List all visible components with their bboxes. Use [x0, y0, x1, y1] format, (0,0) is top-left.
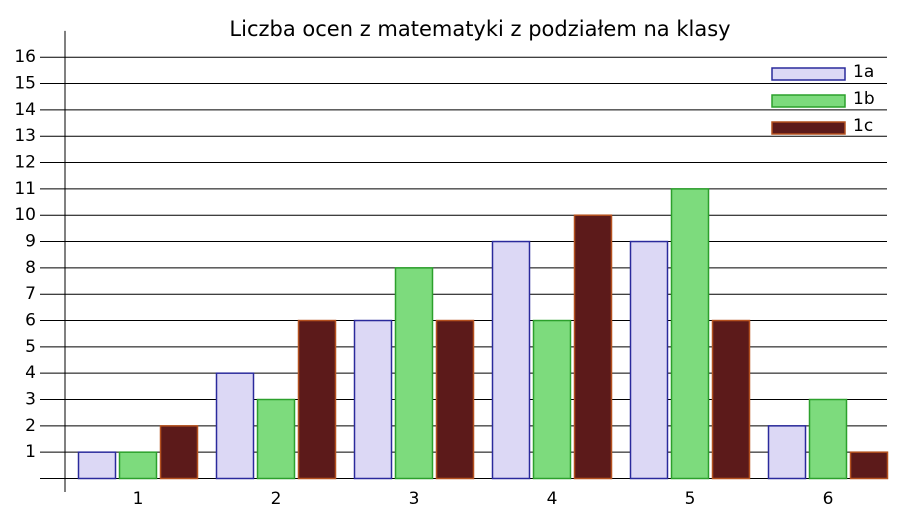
bar [767, 425, 807, 480]
bar [435, 319, 475, 480]
bar [629, 240, 669, 480]
bar [711, 319, 751, 480]
bar [256, 398, 296, 480]
x-tick-label: 1 [133, 489, 144, 509]
x-tick-label: 6 [823, 489, 834, 509]
y-tick-label: 10 [14, 205, 36, 225]
bar [215, 372, 255, 480]
y-tick-label: 12 [14, 153, 36, 173]
legend-swatch [771, 121, 846, 135]
bar [849, 451, 889, 480]
bar [353, 319, 393, 480]
chart-title: Liczba ocen z matematyki z podziałem na … [229, 17, 730, 41]
bar [159, 425, 199, 480]
bar [808, 398, 848, 480]
y-tick-label: 2 [25, 416, 36, 436]
x-tick-label: 3 [409, 489, 420, 509]
y-tick-label: 9 [25, 232, 36, 252]
legend-label: 1a [853, 62, 874, 82]
y-tick-label: 3 [25, 390, 36, 410]
y-tick-label: 6 [25, 311, 36, 331]
y-tick-label: 8 [25, 258, 36, 278]
bar [491, 240, 531, 480]
bar [394, 267, 434, 480]
x-tick-label: 2 [271, 489, 282, 509]
y-tick-label: 1 [25, 442, 36, 462]
y-tick-label: 5 [25, 337, 36, 357]
bar [77, 451, 117, 480]
x-tick-label: 4 [547, 489, 558, 509]
y-tick-label: 13 [14, 126, 36, 146]
bar [532, 319, 572, 480]
y-tick-label: 14 [14, 100, 36, 120]
y-tick-label: 7 [25, 284, 36, 304]
legend-label: 1c [853, 116, 873, 136]
legend-swatch [771, 94, 846, 108]
bar [670, 188, 710, 480]
y-tick-label: 4 [25, 363, 36, 383]
y-tick-label: 11 [14, 179, 36, 199]
bar [573, 214, 613, 480]
legend-swatch [771, 67, 846, 81]
y-tick-label: 16 [14, 47, 36, 67]
x-tick-label: 5 [685, 489, 696, 509]
legend-label: 1b [853, 89, 875, 109]
bar [297, 319, 337, 480]
bar [118, 451, 158, 480]
y-tick-label: 15 [14, 74, 36, 94]
